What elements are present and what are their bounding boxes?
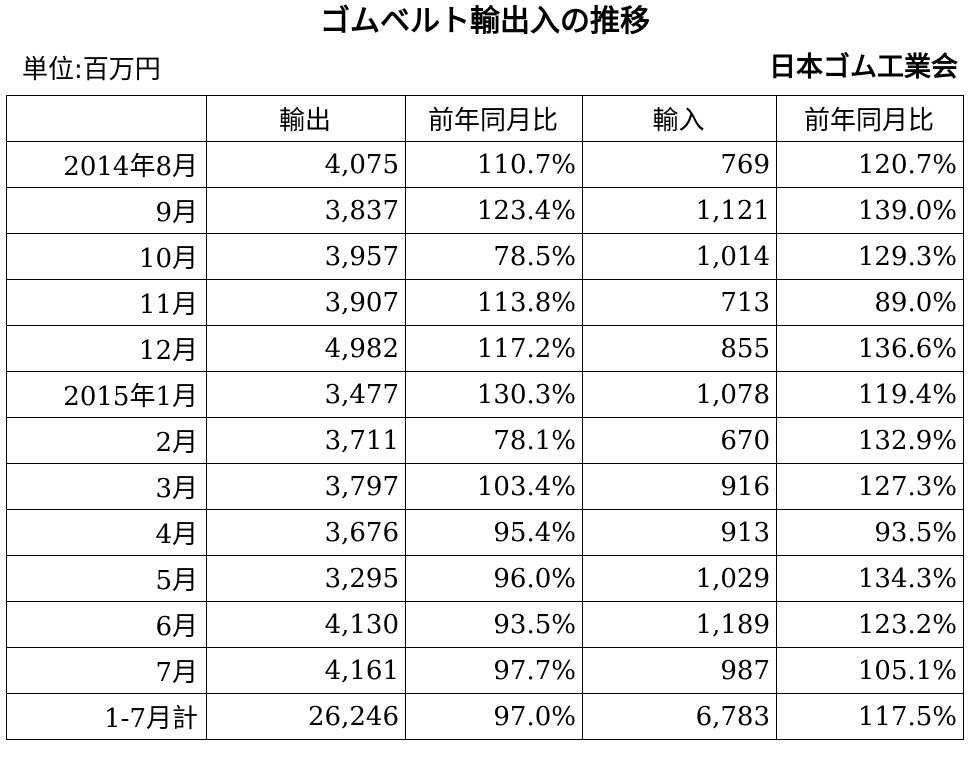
export-yoy-value: 103.4% xyxy=(405,463,583,510)
export-value: 3,907 xyxy=(206,279,406,326)
table-body: 2014年8月 4,075 110.7% 769 120.7% 9月 3,837 123.4%… xyxy=(6,141,964,740)
import-value: 913 xyxy=(582,509,777,556)
import-value: 1,029 xyxy=(582,555,777,602)
export-value: 4,075 xyxy=(206,141,406,188)
export-value: 3,711 xyxy=(206,417,406,464)
row-label: 7月 xyxy=(6,647,207,694)
table-header-row: 輸出 前年同月比 輸入 前年同月比 xyxy=(6,95,964,142)
export-yoy-value: 110.7% xyxy=(405,141,583,188)
row-label: 10月 xyxy=(6,233,207,280)
unit-label: 単位:百万円 xyxy=(22,55,161,85)
row-label: 5月 xyxy=(6,555,207,602)
export-yoy-value: 78.1% xyxy=(405,417,583,464)
data-table: 輸出 前年同月比 輸入 前年同月比 2014年8月 4,075 110.7% 769 1… xyxy=(6,95,964,740)
export-yoy-value: 113.8% xyxy=(405,279,583,326)
import-yoy-value: 105.1% xyxy=(776,647,964,694)
export-value: 3,676 xyxy=(206,509,406,556)
export-value: 3,477 xyxy=(206,371,406,418)
row-label: 6月 xyxy=(6,601,207,648)
row-label: 11月 xyxy=(6,279,207,326)
import-value: 855 xyxy=(582,325,777,372)
export-yoy-value: 96.0% xyxy=(405,555,583,602)
table-row: 10月 3,957 78.5% 1,014 129.3% xyxy=(6,233,964,280)
row-label: 2015年1月 xyxy=(6,371,207,418)
table-row: 9月 3,837 123.4% 1,121 139.0% xyxy=(6,187,964,234)
import-value: 1,014 xyxy=(582,233,777,280)
import-yoy-value: 129.3% xyxy=(776,233,964,280)
row-label: 12月 xyxy=(6,325,207,372)
import-yoy-value: 136.6% xyxy=(776,325,964,372)
table-row: 1-7月計 26,246 97.0% 6,783 117.5% xyxy=(6,693,964,740)
import-value: 1,078 xyxy=(582,371,777,418)
page-title: ゴムベルト輸出入の推移 xyxy=(320,4,650,39)
export-value: 3,957 xyxy=(206,233,406,280)
header-import-yoy: 前年同月比 xyxy=(776,95,964,142)
row-label: 2014年8月 xyxy=(6,141,207,188)
header-import: 輸入 xyxy=(582,95,777,142)
row-label: 9月 xyxy=(6,187,207,234)
table-row: 7月 4,161 97.7% 987 105.1% xyxy=(6,647,964,694)
table-row: 2月 3,711 78.1% 670 132.9% xyxy=(6,417,964,464)
import-value: 1,121 xyxy=(582,187,777,234)
export-yoy-value: 97.0% xyxy=(405,693,583,740)
header-corner xyxy=(6,95,207,142)
table-row: 2014年8月 4,075 110.7% 769 120.7% xyxy=(6,141,964,188)
import-value: 1,189 xyxy=(582,601,777,648)
export-yoy-value: 78.5% xyxy=(405,233,583,280)
import-value: 769 xyxy=(582,141,777,188)
import-value: 6,783 xyxy=(582,693,777,740)
import-yoy-value: 117.5% xyxy=(776,693,964,740)
export-value: 4,982 xyxy=(206,325,406,372)
export-value: 4,130 xyxy=(206,601,406,648)
row-label: 4月 xyxy=(6,509,207,556)
export-value: 3,797 xyxy=(206,463,406,510)
import-value: 987 xyxy=(582,647,777,694)
import-value: 713 xyxy=(582,279,777,326)
export-yoy-value: 97.7% xyxy=(405,647,583,694)
import-yoy-value: 134.3% xyxy=(776,555,964,602)
export-yoy-value: 117.2% xyxy=(405,325,583,372)
import-yoy-value: 93.5% xyxy=(776,509,964,556)
row-label: 1-7月計 xyxy=(6,693,207,740)
export-yoy-value: 95.4% xyxy=(405,509,583,556)
table-row: 3月 3,797 103.4% 916 127.3% xyxy=(6,463,964,510)
header-export-yoy: 前年同月比 xyxy=(405,95,583,142)
import-yoy-value: 139.0% xyxy=(776,187,964,234)
export-yoy-value: 123.4% xyxy=(405,187,583,234)
table-row: 12月 4,982 117.2% 855 136.6% xyxy=(6,325,964,372)
export-yoy-value: 130.3% xyxy=(405,371,583,418)
import-yoy-value: 132.9% xyxy=(776,417,964,464)
import-yoy-value: 127.3% xyxy=(776,463,964,510)
import-value: 670 xyxy=(582,417,777,464)
export-value: 4,161 xyxy=(206,647,406,694)
import-yoy-value: 120.7% xyxy=(776,141,964,188)
import-yoy-value: 119.4% xyxy=(776,371,964,418)
table-row: 2015年1月 3,477 130.3% 1,078 119.4% xyxy=(6,371,964,418)
import-yoy-value: 123.2% xyxy=(776,601,964,648)
export-value: 26,246 xyxy=(206,693,406,740)
import-yoy-value: 89.0% xyxy=(776,279,964,326)
header-export: 輸出 xyxy=(206,95,406,142)
row-label: 3月 xyxy=(6,463,207,510)
table-row: 11月 3,907 113.8% 713 89.0% xyxy=(6,279,964,326)
table-row: 5月 3,295 96.0% 1,029 134.3% xyxy=(6,555,964,602)
source-label: 日本ゴム工業会 xyxy=(769,52,958,83)
export-yoy-value: 93.5% xyxy=(405,601,583,648)
table-row: 6月 4,130 93.5% 1,189 123.2% xyxy=(6,601,964,648)
table-row: 4月 3,676 95.4% 913 93.5% xyxy=(6,509,964,556)
row-label: 2月 xyxy=(6,417,207,464)
export-value: 3,837 xyxy=(206,187,406,234)
import-value: 916 xyxy=(582,463,777,510)
export-value: 3,295 xyxy=(206,555,406,602)
